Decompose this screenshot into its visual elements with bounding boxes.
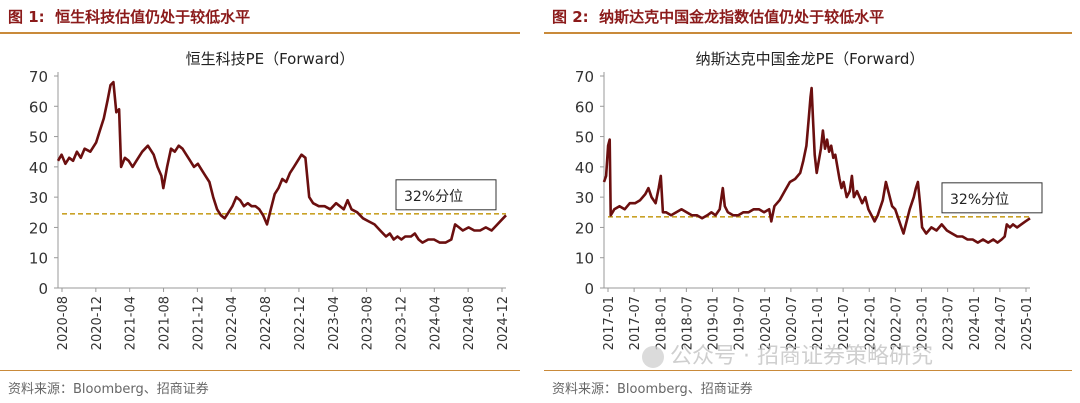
x-tick-label: 2018-01 (654, 296, 669, 350)
x-tick-label: 2024-04 (428, 296, 443, 350)
x-tick-label: 2019-07 (733, 296, 748, 350)
x-tick-label: 2017-01 (602, 296, 617, 350)
reference-label: 32%分位 (404, 189, 463, 205)
x-tick-label: 2022-08 (259, 296, 274, 350)
x-tick-label: 2022-07 (889, 296, 904, 350)
x-tick-label: 2021-01 (811, 296, 826, 350)
title-rule (0, 32, 520, 34)
x-tick-label: 2022-04 (225, 296, 240, 350)
y-tick-label: 40 (29, 159, 48, 177)
figure-title-text: 恒生科技估值仍处于较低水平 (55, 8, 251, 26)
x-tick-label: 2025-01 (1020, 296, 1035, 350)
y-tick-label: 20 (575, 219, 594, 237)
x-tick-label: 2024-12 (496, 296, 511, 350)
reference-label: 32%分位 (950, 192, 1009, 208)
x-tick-label: 2017-07 (628, 296, 643, 350)
title-rule (544, 32, 1072, 34)
source-note: 资料来源：Bloomberg、招商证券 (8, 382, 209, 397)
chart-title: 纳斯达克中国金龙PE（Forward） (696, 50, 925, 68)
x-tick-label: 2022-01 (863, 296, 878, 350)
x-tick-label: 2019-01 (707, 296, 722, 350)
x-tick-label: 2024-01 (968, 296, 983, 350)
x-tick-label: 2024-08 (462, 296, 477, 350)
chart-title: 恒生科技PE（Forward） (186, 50, 355, 68)
y-tick-label: 0 (584, 280, 594, 298)
x-tick-label: 2021-08 (158, 296, 173, 350)
y-tick-label: 50 (29, 129, 48, 147)
x-tick-label: 2020-07 (785, 296, 800, 350)
watermark: 公众号 · 招商证券策略研究 (642, 338, 933, 370)
x-tick-label: 2021-12 (191, 296, 206, 350)
y-tick-label: 30 (29, 189, 48, 207)
series-line-pe (602, 86, 1031, 244)
x-tick-label: 2020-08 (56, 296, 71, 350)
figure-left: 图 1: 恒生科技估值仍处于较低水平 恒生科技PE（Forward） 0 10 20 3… (0, 0, 528, 403)
y-tick-label: 20 (29, 219, 48, 237)
y-tick-label: 70 (575, 68, 594, 86)
y-tick-label: 60 (575, 98, 594, 116)
figure-label: 图 1: (8, 8, 45, 26)
chart-golden-dragon-pe: 纳斯达克中国金龙PE（Forward） 0 10 20 30 40 50 60 70 2017-0… (575, 50, 1043, 350)
x-tick-label: 2021-04 (124, 296, 139, 350)
reference-label-box (941, 182, 1043, 214)
x-tick-label: 2018-07 (680, 296, 695, 350)
watermark-text: 公众号 · 招商证券策略研究 (670, 344, 933, 369)
y-tick-label: 50 (575, 129, 594, 147)
figure-right: 图 2: 纳斯达克中国金龙指数估值仍处于较低水平 纳斯达克中国金龙PE（Forw… (544, 0, 1080, 403)
x-tick-label: 2020-12 (90, 296, 105, 350)
y-tick-label: 40 (575, 159, 594, 177)
source-note: 资料来源：Bloomberg、招商证券 (552, 382, 753, 397)
bottom-rule (0, 370, 520, 371)
bottom-rule (544, 370, 1072, 371)
chart-hstech-pe: 恒生科技PE（Forward） 0 10 20 30 40 50 60 70 2020-08 202… (29, 50, 511, 350)
figure-title: 图 1: 恒生科技估值仍处于较低水平 (8, 6, 250, 27)
x-tick-label: 2023-01 (916, 296, 931, 350)
x-tick-label: 2023-04 (327, 296, 342, 350)
y-tick-label: 0 (38, 280, 48, 298)
y-tick-label: 70 (29, 68, 48, 86)
x-tick-label: 2021-07 (837, 296, 852, 350)
y-tick-label: 60 (29, 98, 48, 116)
figure-title-text: 纳斯达克中国金龙指数估值仍处于较低水平 (599, 8, 885, 26)
x-tick-label: 2023-12 (394, 296, 409, 350)
x-tick-label: 2023-07 (942, 296, 957, 350)
figure-title: 图 2: 纳斯达克中国金龙指数估值仍处于较低水平 (552, 6, 884, 27)
x-tick-label: 2022-12 (293, 296, 308, 350)
y-tick-label: 10 (29, 250, 48, 268)
wechat-logo-icon (642, 346, 664, 368)
y-tick-label: 10 (575, 250, 594, 268)
y-tick-label: 30 (575, 189, 594, 207)
x-tick-label: 2024-07 (994, 296, 1009, 350)
x-tick-label: 2023-08 (361, 296, 376, 350)
reference-label-box (395, 179, 497, 211)
figure-label: 图 2: (552, 8, 589, 26)
x-tick-label: 2020-01 (759, 296, 774, 350)
series-line-pe (56, 80, 507, 244)
